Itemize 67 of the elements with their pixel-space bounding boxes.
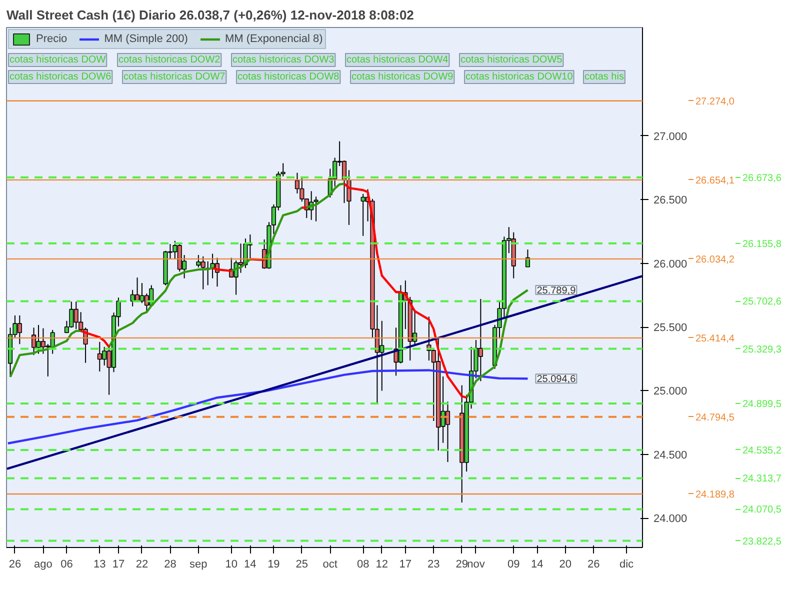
legend-label: MM (Exponencial 8) [224, 32, 323, 46]
x-tick-label: 14 [244, 558, 256, 570]
annotation: cotas historicas DOW5 [460, 54, 563, 66]
y-tick-label: 24.500 [654, 449, 688, 462]
x-tick-label: ago [34, 558, 52, 570]
line-series [6, 369, 529, 444]
x-tick-label: 19 [268, 558, 280, 570]
annotation: cotas historicas DOW10 [466, 72, 574, 82]
x-tick-label: 29 [456, 558, 468, 570]
ref-line-label: 24.070,5 [742, 504, 782, 516]
x-tick-label: 10 [225, 558, 238, 570]
annotation: cotas historicas DOW8 [238, 72, 340, 82]
ref-line-label: 26.654,1 [696, 175, 735, 186]
x-tick-label: 06 [60, 558, 73, 570]
y-tick-label: 26.500 [654, 194, 688, 207]
candlestick [280, 162, 286, 177]
ref-line-label: 23.822,5 [742, 536, 782, 548]
annotation: cotas historicas DOW4 [346, 54, 449, 66]
y-tick-label: 25.500 [654, 322, 688, 334]
ref-line-label: 25.414,4 [696, 333, 735, 344]
annotation: cotas historicas DOW3 [232, 54, 335, 66]
annotation: 25.094,6 [536, 374, 576, 386]
candlestick [445, 401, 450, 462]
x-tick-label: 22 [136, 558, 148, 570]
x-tick-label: dic [619, 558, 634, 570]
y-tick-label: 25.000 [654, 386, 688, 398]
x-tick-label: 28 [164, 558, 176, 570]
y-tick-label: 27.000 [654, 130, 688, 143]
legend-label: MM (Simple 200) [104, 32, 188, 46]
chart-title: Wall Street Cash (1€) Diario 26.038,7 (+0,26%) 12-nov-2018 8:08:02 [6, 8, 414, 22]
ref-line-label: 26.155,8 [742, 238, 782, 250]
legend-label: Precio [36, 32, 68, 46]
x-tick-label: 17 [112, 558, 125, 570]
annotation: cotas historicas DOW6 [10, 72, 112, 82]
ref-line-label: 25.329,3 [742, 344, 782, 356]
x-tick-label: 08 [356, 558, 370, 570]
annotation: cotas his [584, 72, 624, 82]
x-tick-label: sep [190, 558, 208, 570]
annotation: 25.789,9 [536, 286, 576, 297]
ref-line-label: 24.899,5 [742, 399, 782, 410]
annotation: cotas historicas DOW7 [124, 72, 226, 82]
annotation: cotas historicas DOW2 [118, 54, 221, 66]
ref-line-label: 24.313,7 [742, 474, 782, 485]
y-tick-label: 26.000 [654, 258, 688, 270]
x-tick-label: 25 [296, 558, 308, 570]
ref-line-label: 24.535,2 [742, 445, 782, 456]
x-tick-label: 09 [507, 558, 520, 570]
ref-line-label: 26.034,2 [696, 254, 735, 266]
x-tick-label: 20 [559, 558, 572, 570]
x-tick-label: 17 [399, 558, 412, 570]
x-tick-label: 26 [8, 558, 22, 570]
x-tick-label: 23 [428, 558, 440, 570]
y-tick-label: 24.000 [654, 513, 688, 526]
ref-line-label: 26.673,6 [742, 172, 782, 184]
ref-line-label: 27.274,0 [696, 96, 735, 108]
ref-line-label: 24.189,8 [696, 489, 735, 500]
x-tick-label: oct [322, 558, 338, 570]
candlestick [360, 193, 366, 236]
x-tick-label: 14 [531, 558, 544, 570]
ref-line-label: 25.702,6 [742, 296, 782, 308]
x-tick-label: 13 [94, 558, 106, 570]
x-tick-label: 12 [376, 558, 388, 570]
annotation: cotas historicas DOW9 [352, 72, 454, 82]
x-tick-label: 26 [587, 558, 600, 570]
annotation: cotas historicas DOW [10, 54, 106, 66]
x-tick-label: nov [467, 558, 486, 570]
ref-line-label: 24.794,5 [696, 412, 735, 424]
